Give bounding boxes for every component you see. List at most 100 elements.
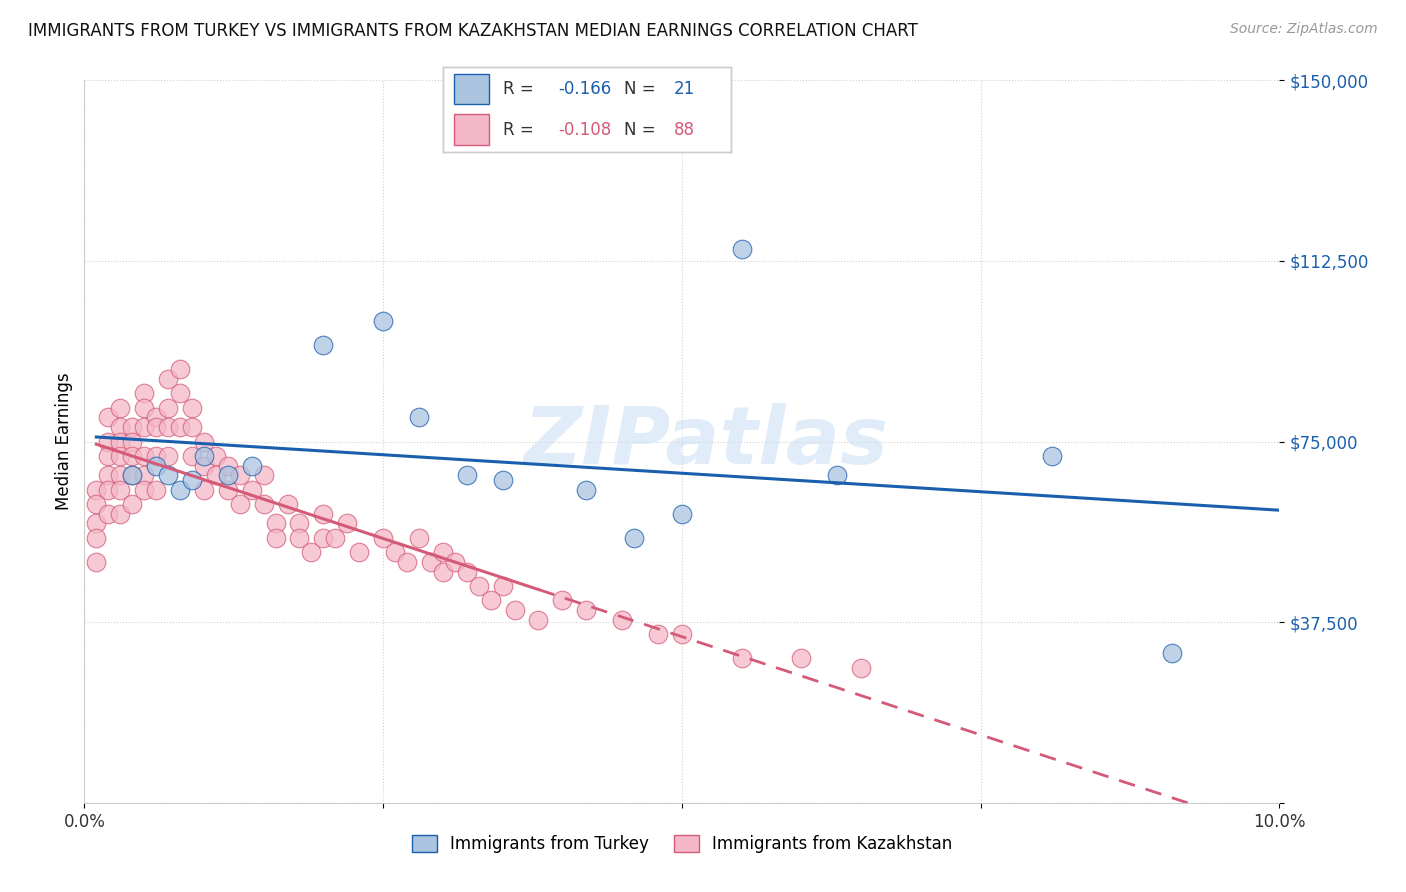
Point bbox=[408, 410, 430, 425]
Point bbox=[121, 434, 143, 449]
Point bbox=[110, 507, 132, 521]
Point bbox=[121, 468, 143, 483]
Point bbox=[132, 468, 156, 483]
Point bbox=[288, 531, 311, 545]
Point bbox=[349, 545, 371, 559]
Point bbox=[396, 555, 419, 569]
Point bbox=[169, 483, 191, 497]
Y-axis label: Median Earnings: Median Earnings bbox=[55, 373, 73, 510]
Point bbox=[181, 420, 204, 434]
Point bbox=[312, 507, 335, 521]
Point bbox=[217, 483, 239, 497]
Text: -0.108: -0.108 bbox=[558, 120, 612, 138]
Point bbox=[217, 468, 239, 483]
Text: N =: N = bbox=[624, 120, 661, 138]
Text: IMMIGRANTS FROM TURKEY VS IMMIGRANTS FROM KAZAKHSTAN MEDIAN EARNINGS CORRELATION: IMMIGRANTS FROM TURKEY VS IMMIGRANTS FRO… bbox=[28, 22, 918, 40]
Bar bbox=[454, 74, 489, 104]
Point bbox=[205, 468, 228, 483]
Point bbox=[110, 468, 132, 483]
Point bbox=[1042, 449, 1064, 463]
Point bbox=[97, 449, 120, 463]
Text: 88: 88 bbox=[673, 120, 695, 138]
Point bbox=[527, 613, 550, 627]
Point bbox=[647, 627, 669, 641]
Point bbox=[110, 483, 132, 497]
Point bbox=[132, 483, 156, 497]
Point bbox=[145, 483, 167, 497]
Point bbox=[264, 516, 287, 531]
Point bbox=[671, 507, 693, 521]
Point bbox=[312, 338, 335, 352]
Point bbox=[264, 531, 287, 545]
Point bbox=[492, 473, 515, 487]
Point bbox=[181, 401, 204, 415]
Point bbox=[228, 468, 252, 483]
Point bbox=[456, 468, 478, 483]
Point bbox=[97, 483, 120, 497]
Point bbox=[193, 434, 215, 449]
Point bbox=[384, 545, 406, 559]
Point bbox=[86, 531, 108, 545]
Point bbox=[97, 468, 120, 483]
Point bbox=[86, 516, 108, 531]
Point bbox=[97, 507, 120, 521]
Point bbox=[468, 579, 491, 593]
Point bbox=[217, 458, 239, 473]
Text: ZIPatlas: ZIPatlas bbox=[523, 402, 889, 481]
Point bbox=[157, 372, 180, 386]
Point bbox=[456, 565, 478, 579]
Point bbox=[132, 386, 156, 401]
Point bbox=[253, 468, 276, 483]
Point bbox=[121, 420, 143, 434]
Point bbox=[492, 579, 515, 593]
Point bbox=[145, 458, 167, 473]
Point bbox=[132, 401, 156, 415]
Point bbox=[157, 468, 180, 483]
Point bbox=[325, 531, 347, 545]
Point bbox=[551, 593, 574, 607]
Point bbox=[336, 516, 359, 531]
Point bbox=[301, 545, 323, 559]
Point bbox=[277, 497, 299, 511]
Point bbox=[86, 483, 108, 497]
Point bbox=[121, 468, 143, 483]
Text: R =: R = bbox=[503, 80, 540, 98]
Point bbox=[288, 516, 311, 531]
Point bbox=[169, 386, 191, 401]
Point bbox=[110, 449, 132, 463]
Point bbox=[253, 497, 276, 511]
Legend: Immigrants from Turkey, Immigrants from Kazakhstan: Immigrants from Turkey, Immigrants from … bbox=[405, 828, 959, 860]
Point bbox=[169, 362, 191, 376]
Point bbox=[97, 434, 120, 449]
Point bbox=[145, 410, 167, 425]
Point bbox=[503, 603, 526, 617]
Point bbox=[444, 555, 467, 569]
Point bbox=[169, 420, 191, 434]
Point bbox=[612, 613, 634, 627]
Point bbox=[1161, 647, 1184, 661]
Point bbox=[671, 627, 693, 641]
Text: 21: 21 bbox=[673, 80, 695, 98]
Point bbox=[827, 468, 849, 483]
Point bbox=[121, 497, 143, 511]
Point bbox=[408, 531, 430, 545]
Point bbox=[731, 242, 754, 256]
Bar bbox=[454, 114, 489, 145]
Point bbox=[731, 651, 754, 665]
Text: N =: N = bbox=[624, 80, 661, 98]
Point bbox=[575, 603, 598, 617]
Point bbox=[145, 420, 167, 434]
Point bbox=[121, 449, 143, 463]
Point bbox=[157, 449, 180, 463]
Text: -0.166: -0.166 bbox=[558, 80, 612, 98]
Point bbox=[623, 531, 645, 545]
Point bbox=[181, 449, 204, 463]
Point bbox=[181, 473, 204, 487]
Text: R =: R = bbox=[503, 120, 540, 138]
Point bbox=[373, 531, 395, 545]
Point bbox=[851, 661, 873, 675]
Point bbox=[575, 483, 598, 497]
Point bbox=[228, 497, 252, 511]
Point bbox=[86, 555, 108, 569]
Point bbox=[110, 401, 132, 415]
